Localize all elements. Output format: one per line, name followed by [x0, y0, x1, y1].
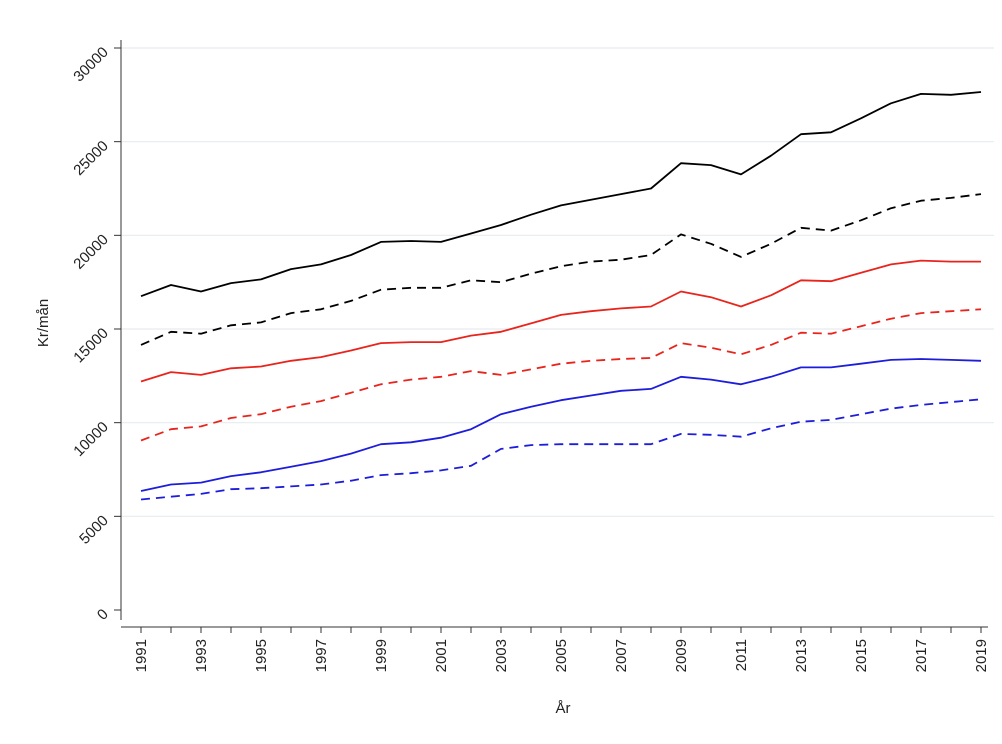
series-line-6: [140, 398, 982, 501]
x-tick-label: 2007: [613, 639, 630, 672]
x-tick-label: 2011: [733, 639, 750, 671]
gridlines: [121, 47, 994, 517]
x-tick-label: 1997: [313, 639, 330, 672]
x-tick-label: 2003: [493, 639, 510, 672]
series-line-5: [140, 358, 982, 492]
x-tick-label: 1995: [253, 639, 270, 672]
x-tick-label: 2015: [853, 639, 870, 672]
x-tick-label: 2013: [793, 639, 810, 672]
x-axis-title: År: [556, 700, 571, 717]
axes: [114, 40, 988, 633]
x-tick-label: 1993: [193, 639, 210, 672]
x-tick-label: 1999: [373, 639, 390, 672]
series-line-1: [140, 91, 982, 298]
series-lines: [140, 91, 982, 501]
series-line-3: [140, 259, 981, 383]
x-tick-label: 2017: [913, 639, 930, 672]
y-axis-title: Kr/mån: [35, 299, 52, 347]
x-tick-label: 2019: [973, 639, 990, 672]
x-tick-label: 1991: [133, 639, 150, 672]
x-tick-label: 2005: [553, 639, 570, 672]
x-tick-label: 2001: [433, 639, 450, 672]
x-tick-label: 2009: [673, 639, 690, 672]
